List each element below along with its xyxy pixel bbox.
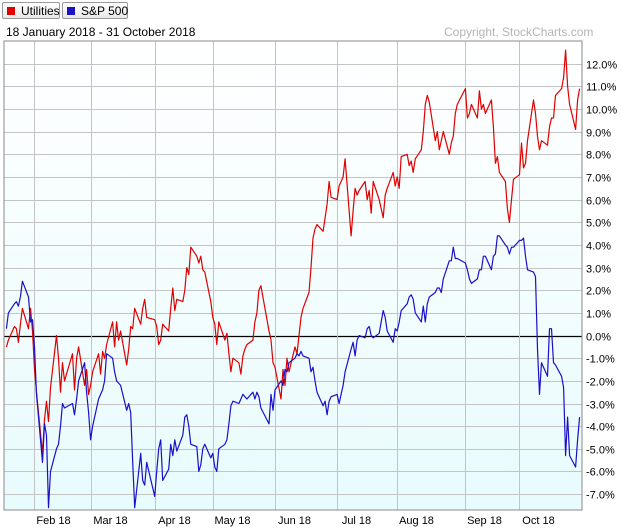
y-tick-label: 12.0% (586, 60, 617, 72)
plot-border (3, 40, 583, 511)
series-line-sp500 (5, 235, 581, 509)
legend-swatch-utilities (7, 7, 15, 15)
y-tick-label: -7.0% (586, 490, 615, 502)
y-tick-label: 8.0% (586, 150, 611, 162)
series-line-utilities (5, 49, 581, 454)
y-tick-label: -5.0% (586, 445, 615, 457)
y-tick-label: 3.0% (586, 264, 611, 276)
plot-background (4, 41, 582, 510)
x-tick-label: Jun 18 (278, 515, 311, 527)
y-tick-label: -4.0% (586, 422, 615, 434)
legend-swatch-sp500 (67, 7, 75, 15)
legend-label-utilities: Utilities (21, 4, 60, 18)
y-tick-label: 7.0% (586, 173, 611, 185)
y-tick-label: -3.0% (586, 400, 615, 412)
y-tick-label: 1.0% (586, 309, 611, 321)
y-axis: 12.0% 11.0% 10.0% 9.0% 8.0% 7.0% 6.0% 5.0% 4.0% 3… (586, 60, 617, 502)
y-tick-label: -6.0% (586, 467, 615, 479)
legend: Utilities S&P 500 (0, 0, 621, 22)
x-tick-label: Jul 18 (342, 515, 371, 527)
x-tick-label: Sep 18 (467, 515, 502, 527)
x-axis: Feb 18 Mar 18 Apr 18 May 18 Jun 18 Jul 18 Aug … (36, 515, 554, 527)
x-tick-label: Feb 18 (36, 515, 70, 527)
x-tick-label: Mar 18 (93, 515, 127, 527)
copyright-label: Copyright, StockCharts.com (444, 25, 594, 39)
y-tick-label: 4.0% (586, 241, 611, 253)
y-tick-label: 0.0% (586, 332, 611, 344)
y-tick-label: 2.0% (586, 286, 611, 298)
series-layer (5, 49, 581, 509)
y-tick-label: 10.0% (586, 105, 617, 117)
x-tick-label: Aug 18 (399, 515, 434, 527)
grid-lines (4, 41, 582, 510)
y-tick-label: -2.0% (586, 377, 615, 389)
x-tick-label: Oct 18 (522, 515, 554, 527)
date-range-label: 18 January 2018 - 31 October 2018 (6, 25, 196, 39)
legend-item-utilities[interactable]: Utilities (2, 2, 60, 19)
legend-item-sp500[interactable]: S&P 500 (62, 2, 128, 19)
x-tick-label: Apr 18 (158, 515, 190, 527)
y-tick-label: 6.0% (586, 196, 611, 208)
y-tick-label: 9.0% (586, 128, 611, 140)
y-tick-label: -1.0% (586, 354, 615, 366)
x-tick-label: May 18 (214, 515, 250, 527)
y-tick-label: 11.0% (586, 82, 617, 94)
y-tick-label: 5.0% (586, 218, 611, 230)
legend-label-sp500: S&P 500 (81, 4, 129, 18)
